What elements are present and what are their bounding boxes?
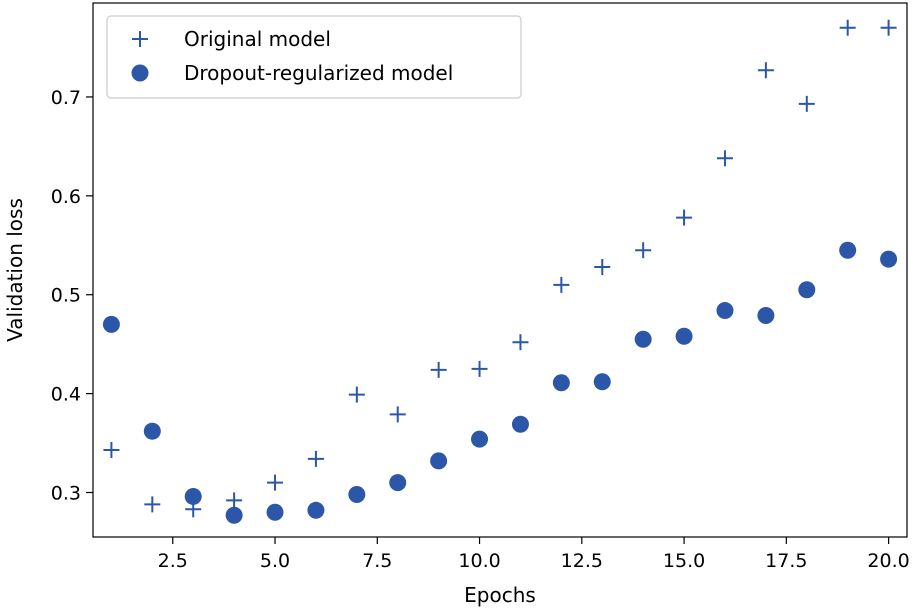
data-point-original xyxy=(430,361,447,378)
data-point-dropout xyxy=(348,485,366,503)
data-point-dropout xyxy=(880,250,898,268)
legend-box xyxy=(106,15,522,99)
legend-label-original: Original model xyxy=(184,27,331,51)
data-point-original xyxy=(471,360,488,377)
series-original-model xyxy=(103,19,897,518)
data-point-dropout xyxy=(511,415,529,433)
data-point-original xyxy=(594,259,611,276)
legend-label-dropout: Dropout-regularized model xyxy=(184,61,453,85)
data-point-dropout xyxy=(757,306,775,324)
data-point-dropout xyxy=(266,503,284,521)
data-point-dropout xyxy=(225,506,243,524)
data-point-dropout xyxy=(143,422,161,440)
data-point-original xyxy=(757,62,774,79)
y-tick-label: 0.6 xyxy=(51,186,81,208)
y-tick-label: 0.5 xyxy=(51,285,81,307)
x-tick-label: 5.0 xyxy=(260,550,290,572)
y-tick-label: 0.3 xyxy=(51,483,81,505)
data-point-dropout xyxy=(102,315,120,333)
x-tick-label: 7.5 xyxy=(362,550,392,572)
data-point-dropout xyxy=(798,281,816,299)
data-point-original xyxy=(226,492,243,509)
data-point-dropout xyxy=(389,474,407,492)
x-axis-ticks: 2.5 5.0 7.5 10.0 12.5 15.0 17.5 20.0 xyxy=(158,537,910,572)
data-point-dropout xyxy=(430,452,448,470)
data-point-original xyxy=(512,334,529,351)
data-point-dropout xyxy=(634,330,652,348)
data-point-original xyxy=(798,95,815,112)
legend-marker-dropout xyxy=(131,64,149,82)
y-axis-ticks: 0.3 0.4 0.5 0.6 0.7 xyxy=(51,87,93,505)
data-point-dropout xyxy=(471,430,489,448)
data-point-original xyxy=(267,474,284,491)
data-point-original xyxy=(553,276,570,293)
series-dropout-model xyxy=(102,241,898,524)
x-tick-label: 12.5 xyxy=(561,550,603,572)
legend-plus-marker xyxy=(132,31,148,47)
legend: Original model Dropout-regularized model xyxy=(106,15,522,99)
data-point-original xyxy=(635,242,652,259)
data-point-dropout xyxy=(839,241,857,259)
data-point-original xyxy=(839,19,856,36)
data-point-original xyxy=(716,150,733,167)
data-point-original xyxy=(880,19,897,36)
data-point-original xyxy=(676,209,693,226)
legend-marker-original xyxy=(132,31,148,47)
x-tick-label: 10.0 xyxy=(458,550,500,572)
data-point-dropout xyxy=(552,374,570,392)
data-point-dropout xyxy=(675,327,693,345)
data-point-original xyxy=(389,406,406,423)
data-point-original xyxy=(144,496,161,513)
data-point-original xyxy=(348,386,365,403)
data-point-original xyxy=(307,450,324,467)
x-tick-label: 15.0 xyxy=(663,550,705,572)
data-point-original xyxy=(103,441,120,458)
x-tick-label: 2.5 xyxy=(158,550,188,572)
legend-circle-marker xyxy=(131,64,149,82)
data-point-dropout xyxy=(307,501,325,519)
y-tick-label: 0.7 xyxy=(51,87,81,109)
x-axis-label: Epochs xyxy=(464,583,536,607)
data-point-dropout xyxy=(593,373,611,391)
x-tick-label: 17.5 xyxy=(765,550,807,572)
y-tick-label: 0.4 xyxy=(51,384,81,406)
series-layer xyxy=(102,19,898,524)
data-point-dropout xyxy=(184,487,202,505)
x-tick-label: 20.0 xyxy=(867,550,909,572)
y-axis-label: Validation loss xyxy=(3,198,27,342)
data-point-dropout xyxy=(716,302,734,320)
